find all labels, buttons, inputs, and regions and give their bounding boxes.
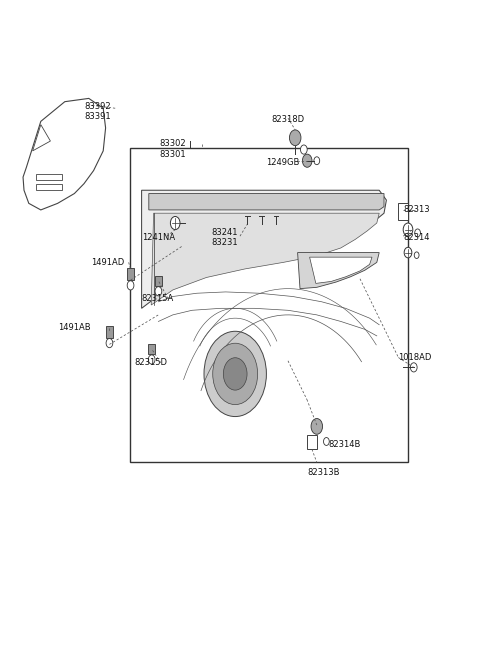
Circle shape (155, 287, 162, 296)
Text: 82315A: 82315A (142, 294, 174, 303)
Circle shape (106, 338, 113, 348)
Bar (130, 148, 408, 462)
Circle shape (170, 216, 180, 230)
Circle shape (223, 358, 247, 390)
Circle shape (148, 355, 155, 364)
Polygon shape (310, 257, 372, 283)
Bar (127, 268, 134, 280)
Circle shape (289, 130, 301, 146)
Text: 83241
83231: 83241 83231 (211, 228, 238, 247)
Circle shape (300, 145, 307, 154)
Bar (36, 174, 62, 180)
Polygon shape (298, 253, 379, 289)
Text: 1241NA: 1241NA (142, 233, 175, 242)
Circle shape (311, 419, 323, 434)
Circle shape (415, 229, 420, 237)
Circle shape (127, 281, 134, 290)
Text: 82315D: 82315D (134, 358, 168, 367)
Circle shape (403, 223, 413, 236)
Circle shape (414, 252, 419, 258)
Circle shape (410, 363, 417, 372)
Bar (36, 184, 62, 190)
Text: 83302
83301: 83302 83301 (160, 139, 186, 159)
Bar (398, 203, 408, 220)
Text: 1491AB: 1491AB (58, 323, 90, 333)
Text: 82314: 82314 (403, 233, 430, 242)
Bar (148, 344, 155, 354)
Text: 83392
83391: 83392 83391 (84, 102, 110, 121)
Polygon shape (33, 125, 50, 151)
Polygon shape (142, 190, 386, 308)
Circle shape (213, 343, 258, 405)
Text: 82318D: 82318D (271, 115, 304, 124)
Text: 82313B: 82313B (307, 468, 340, 477)
Circle shape (324, 438, 329, 445)
Text: 82313: 82313 (403, 205, 430, 215)
Bar (155, 276, 162, 286)
Polygon shape (151, 213, 379, 305)
Circle shape (314, 157, 320, 165)
Text: 82314B: 82314B (329, 440, 361, 449)
Polygon shape (149, 194, 384, 210)
Text: 1249GB: 1249GB (266, 157, 300, 167)
Bar (106, 326, 113, 338)
Circle shape (204, 331, 266, 417)
Polygon shape (23, 98, 106, 210)
Circle shape (404, 247, 412, 258)
Circle shape (302, 154, 312, 167)
Text: 1018AD: 1018AD (398, 353, 432, 362)
Text: 1491AD: 1491AD (91, 258, 124, 267)
Bar (307, 435, 317, 449)
